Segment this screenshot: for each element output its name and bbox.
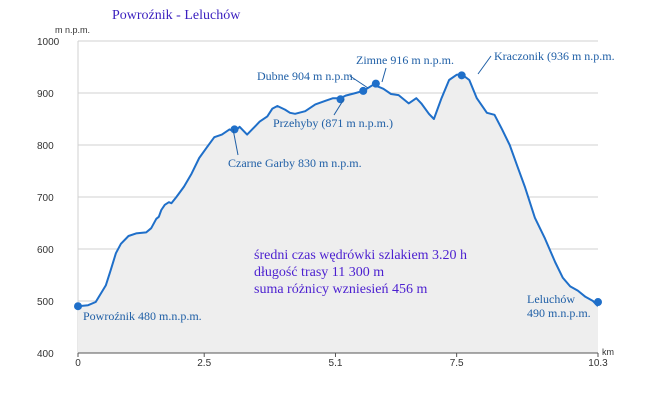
x-tick-label: 7.5 (450, 358, 464, 369)
chart-title: Powroźnik - Leluchów (112, 8, 241, 23)
y-tick-label: 900 (37, 89, 54, 100)
y-tick-labels: 400 500 600 700 800 900 1000 (37, 37, 60, 360)
x-tick-label: 5.1 (329, 358, 343, 369)
annotation-length: długość trasy 11 300 m (254, 265, 384, 280)
waypoint-marker (230, 125, 239, 134)
waypoint-marker (371, 79, 380, 88)
x-tick-label: 0 (75, 358, 81, 369)
point-label-powroznik: Powroźnik 480 m.n.p.m. (83, 309, 202, 323)
y-tick-label: 600 (37, 245, 54, 256)
y-tick-label: 800 (37, 141, 54, 152)
y-tick-label: 400 (37, 349, 54, 360)
point-label-kraczonik: Kraczonik (936 m n.p.m. (494, 49, 615, 63)
waypoint-marker (457, 71, 466, 80)
y-tick-label: 1000 (37, 37, 60, 48)
x-axis-unit-label: km (602, 347, 614, 357)
point-label-dubne: Dubne 904 m n.p.m. (257, 69, 356, 83)
x-tick-labels: 0 2.5 5.1 7.5 10.3 (75, 353, 608, 369)
waypoint-marker (594, 298, 602, 307)
elevation-area (78, 74, 598, 354)
elevation-profile-line (77, 73, 599, 308)
waypoint-marker (359, 86, 368, 95)
y-axis-unit-label: m n.p.m. (55, 25, 90, 35)
point-label-przehyby: Przehyby (871 m n.p.m.) (273, 116, 393, 130)
waypoint-marker (74, 302, 82, 311)
x-tick-label: 10.3 (588, 358, 608, 369)
y-tick-label: 700 (37, 193, 54, 204)
x-tick-label: 2.5 (197, 358, 211, 369)
annotation-time: średni czas wędrówki szlakiem 3.20 h (254, 248, 467, 263)
y-tick-label: 500 (37, 297, 54, 308)
annotation-elevation-sum: suma różnicy wzniesień 456 m (254, 282, 428, 297)
point-label-zimne: Zimne 916 m n.p.m. (356, 53, 454, 67)
point-label-czarne-garby: Czarne Garby 830 m n.p.m. (228, 156, 362, 170)
point-label-leluchow: Leluchów 490 m.n.p.m. (527, 292, 591, 320)
connector-lines (232, 55, 492, 156)
